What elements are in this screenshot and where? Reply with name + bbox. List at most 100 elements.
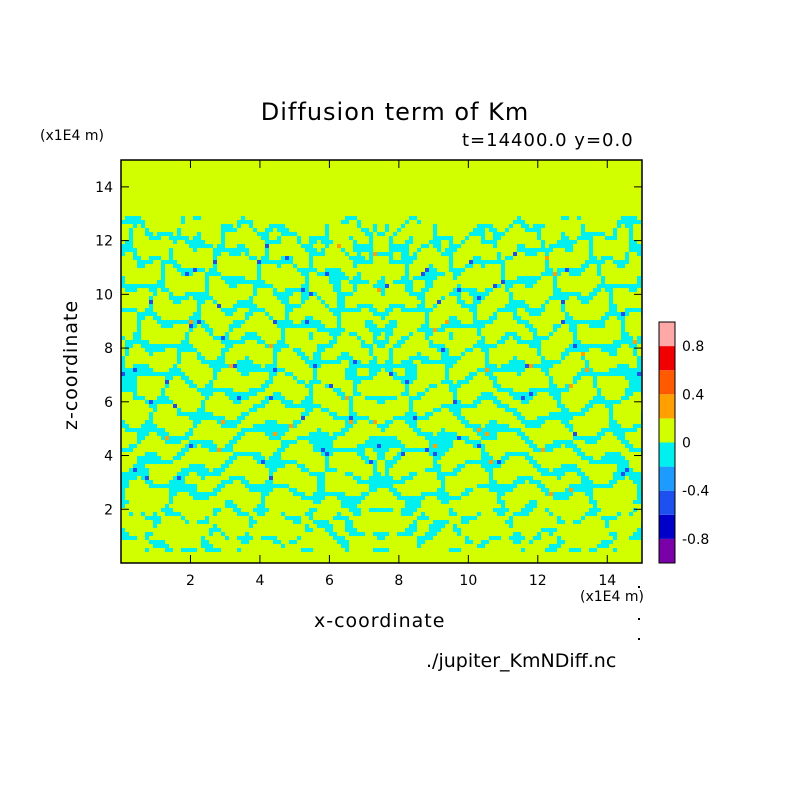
contour-cell bbox=[345, 548, 349, 552]
contour-cell bbox=[461, 520, 469, 524]
contour-cell bbox=[421, 512, 425, 516]
contour-cell bbox=[489, 368, 525, 372]
contour-cell bbox=[341, 428, 349, 432]
contour-cell bbox=[189, 324, 193, 328]
contour-cell bbox=[581, 456, 593, 460]
contour-cell bbox=[145, 400, 149, 404]
contour-cell bbox=[441, 352, 449, 356]
contour-cell bbox=[193, 324, 197, 328]
y-tick-label: 4 bbox=[104, 449, 113, 465]
contour-cell bbox=[441, 500, 449, 504]
contour-cell bbox=[361, 344, 373, 348]
contour-cell bbox=[529, 460, 537, 464]
contour-cell bbox=[493, 232, 505, 236]
contour-cell bbox=[229, 284, 237, 288]
colorbar-tick-label: -0.4 bbox=[682, 484, 709, 500]
contour-cell bbox=[193, 424, 197, 428]
contour-cell bbox=[585, 512, 597, 516]
contour-cell bbox=[337, 244, 341, 248]
contour-cell bbox=[357, 304, 373, 308]
contour-cell bbox=[525, 424, 541, 428]
contour-cell bbox=[233, 436, 241, 440]
contour-cell bbox=[181, 448, 189, 452]
contour-cell bbox=[549, 384, 557, 388]
contour-cell bbox=[401, 276, 409, 280]
contour-cell bbox=[397, 340, 405, 344]
contour-cell bbox=[261, 496, 265, 500]
contour-cell bbox=[369, 372, 377, 376]
contour-cell bbox=[373, 532, 389, 536]
contour-cell bbox=[493, 380, 497, 384]
contour-cell bbox=[357, 444, 377, 448]
contour-cell bbox=[373, 252, 377, 256]
contour-cell bbox=[369, 368, 381, 372]
contour-cell bbox=[513, 396, 521, 400]
contour-cell bbox=[297, 236, 301, 240]
contour-cell bbox=[629, 512, 633, 516]
contour-cell bbox=[357, 252, 361, 256]
contour-cell bbox=[493, 236, 501, 240]
x-tick-label: 8 bbox=[394, 573, 403, 589]
contour-cell bbox=[353, 420, 357, 424]
contour-cell bbox=[389, 348, 393, 352]
contour-cell bbox=[201, 544, 213, 548]
contour-cell bbox=[577, 216, 581, 220]
contour-cell bbox=[137, 328, 141, 332]
contour-cell bbox=[205, 288, 209, 292]
contour-cell bbox=[281, 544, 285, 548]
contour-cell bbox=[373, 464, 377, 468]
contour-cell bbox=[637, 360, 642, 364]
contour-cell bbox=[145, 480, 153, 484]
y-axis: 2 4 6 8 10 12 14 bbox=[95, 180, 642, 518]
contour-cell bbox=[477, 512, 481, 516]
contour-cell bbox=[381, 428, 385, 432]
contour-cell bbox=[353, 264, 357, 268]
contour-cell bbox=[121, 504, 125, 508]
contour-cell bbox=[469, 292, 489, 296]
contour-cell bbox=[393, 280, 413, 284]
contour-cell bbox=[277, 448, 285, 452]
contour-cell bbox=[261, 492, 269, 496]
contour-cell bbox=[457, 380, 469, 384]
contour-cell bbox=[149, 296, 153, 300]
contour-cell bbox=[481, 296, 485, 300]
contour-cell bbox=[433, 408, 441, 412]
contour-cell bbox=[121, 532, 129, 536]
contour-cell bbox=[389, 488, 397, 492]
contour-cell bbox=[373, 340, 389, 344]
contour-cell bbox=[501, 276, 505, 280]
contour-cell bbox=[405, 368, 417, 372]
contour-cell bbox=[629, 248, 642, 252]
contour-cell bbox=[345, 472, 353, 476]
contour-cell bbox=[337, 320, 341, 324]
contour-cell bbox=[149, 256, 161, 260]
contour-cell bbox=[297, 536, 301, 540]
contour-cell bbox=[477, 396, 497, 400]
contour-cell bbox=[389, 320, 397, 324]
contour-cell bbox=[557, 536, 561, 540]
contour-cell bbox=[405, 284, 413, 288]
contour-cell bbox=[141, 512, 145, 516]
contour-cell bbox=[453, 528, 461, 532]
contour-cell bbox=[341, 220, 349, 224]
contour-cell bbox=[589, 508, 601, 512]
contour-cell bbox=[573, 380, 577, 384]
contour-cell bbox=[481, 452, 489, 456]
contour-cell bbox=[137, 320, 141, 324]
contour-cell bbox=[237, 396, 241, 400]
contour-cell bbox=[429, 524, 445, 528]
contour-cell bbox=[185, 336, 189, 340]
contour-cell bbox=[145, 228, 149, 232]
contour-cell bbox=[441, 484, 445, 488]
contour-cell bbox=[481, 448, 485, 452]
contour-cell bbox=[525, 308, 545, 312]
contour-cell bbox=[437, 452, 445, 456]
contour-cell bbox=[121, 384, 137, 388]
contour-cell bbox=[325, 468, 337, 472]
contour-cell bbox=[377, 280, 385, 284]
contour-cell bbox=[349, 416, 353, 420]
contour-cell bbox=[221, 348, 229, 352]
contour-cell bbox=[365, 440, 401, 444]
contour-cell bbox=[285, 516, 301, 520]
contour-cell bbox=[605, 312, 621, 316]
